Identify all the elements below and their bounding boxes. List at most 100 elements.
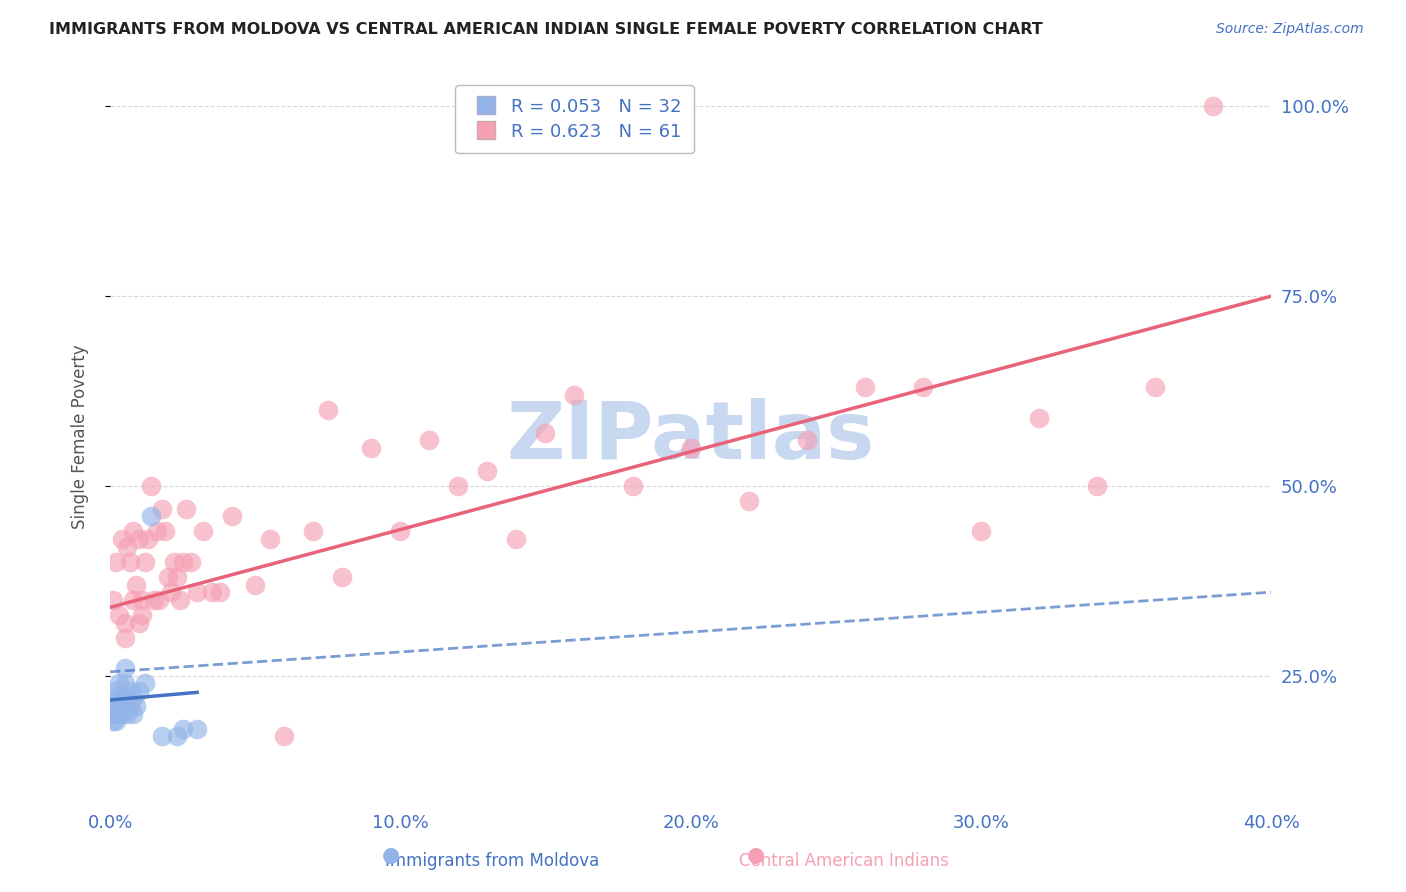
Point (125, 698, 148, 713)
Point (111, 691, 134, 706)
Point (114, 615, 136, 630)
Point (139, 509, 162, 524)
Legend: R = 0.053   N = 32, R = 0.623   N = 61: R = 0.053 N = 32, R = 0.623 N = 61 (456, 85, 695, 153)
Point (155, 524, 177, 539)
Point (107, 691, 129, 706)
Text: ●: ● (748, 846, 765, 865)
Point (117, 540, 139, 554)
Point (101, 706, 124, 721)
Point (107, 706, 129, 721)
Point (120, 555, 142, 569)
Point (128, 615, 150, 630)
Point (679, 441, 702, 455)
Point (186, 585, 208, 599)
Point (172, 722, 194, 736)
Text: Immigrants from Moldova: Immigrants from Moldova (385, 852, 599, 870)
Point (389, 524, 412, 539)
Point (122, 524, 145, 539)
Point (737, 494, 759, 508)
Point (180, 555, 202, 569)
Point (104, 714, 127, 729)
Point (101, 592, 124, 607)
Point (1143, 380, 1166, 394)
Point (477, 464, 499, 478)
Point (564, 388, 586, 402)
Point (970, 524, 993, 539)
Point (209, 585, 232, 599)
Point (101, 714, 124, 729)
Point (505, 532, 527, 546)
Point (111, 698, 134, 713)
Point (114, 691, 136, 706)
Point (186, 722, 208, 736)
Point (114, 698, 136, 713)
Point (122, 691, 145, 706)
Text: ●: ● (382, 846, 399, 865)
Point (114, 661, 136, 675)
Point (125, 577, 148, 591)
Point (163, 555, 186, 569)
Point (316, 403, 339, 417)
Point (259, 532, 281, 546)
Point (221, 509, 243, 524)
Text: Central American Indians: Central American Indians (738, 852, 949, 870)
Point (245, 577, 267, 591)
Point (360, 441, 382, 455)
Point (136, 532, 159, 546)
Point (330, 570, 353, 584)
Point (172, 555, 194, 569)
Point (273, 730, 295, 744)
Point (853, 380, 876, 394)
Point (101, 691, 124, 706)
Point (534, 425, 557, 440)
Point (117, 706, 139, 721)
Point (169, 592, 191, 607)
Point (107, 698, 129, 713)
Point (122, 706, 145, 721)
Point (160, 585, 183, 599)
Point (174, 501, 197, 516)
Text: IMMIGRANTS FROM MOLDOVA VS CENTRAL AMERICAN INDIAN SINGLE FEMALE POVERTY CORRELA: IMMIGRANTS FROM MOLDOVA VS CENTRAL AMERI… (49, 22, 1043, 37)
Point (104, 706, 127, 721)
Point (911, 380, 934, 394)
Point (1202, 99, 1225, 113)
Point (131, 592, 153, 607)
Point (128, 683, 150, 698)
Point (418, 434, 440, 448)
Point (114, 676, 136, 690)
Point (447, 479, 470, 493)
Text: ZIPatlas: ZIPatlas (506, 398, 875, 475)
Point (302, 524, 325, 539)
Point (150, 730, 173, 744)
Point (134, 555, 156, 569)
Point (157, 570, 180, 584)
Point (166, 730, 188, 744)
Text: Source: ZipAtlas.com: Source: ZipAtlas.com (1216, 22, 1364, 37)
Point (1085, 479, 1108, 493)
Point (134, 676, 156, 690)
Point (111, 706, 134, 721)
Point (621, 479, 644, 493)
Point (114, 631, 136, 645)
Point (166, 570, 188, 584)
Point (131, 607, 153, 622)
Point (122, 592, 145, 607)
Point (1028, 410, 1050, 425)
Y-axis label: Single Female Poverty: Single Female Poverty (72, 344, 89, 529)
Point (145, 524, 167, 539)
Point (796, 434, 818, 448)
Point (104, 698, 127, 713)
Point (148, 592, 170, 607)
Point (191, 524, 214, 539)
Point (120, 683, 142, 698)
Point (111, 532, 134, 546)
Point (150, 501, 173, 516)
Point (107, 676, 129, 690)
Point (104, 683, 127, 698)
Point (120, 698, 142, 713)
Point (117, 691, 139, 706)
Point (107, 607, 129, 622)
Point (201, 585, 224, 599)
Point (104, 555, 127, 569)
Point (142, 592, 165, 607)
